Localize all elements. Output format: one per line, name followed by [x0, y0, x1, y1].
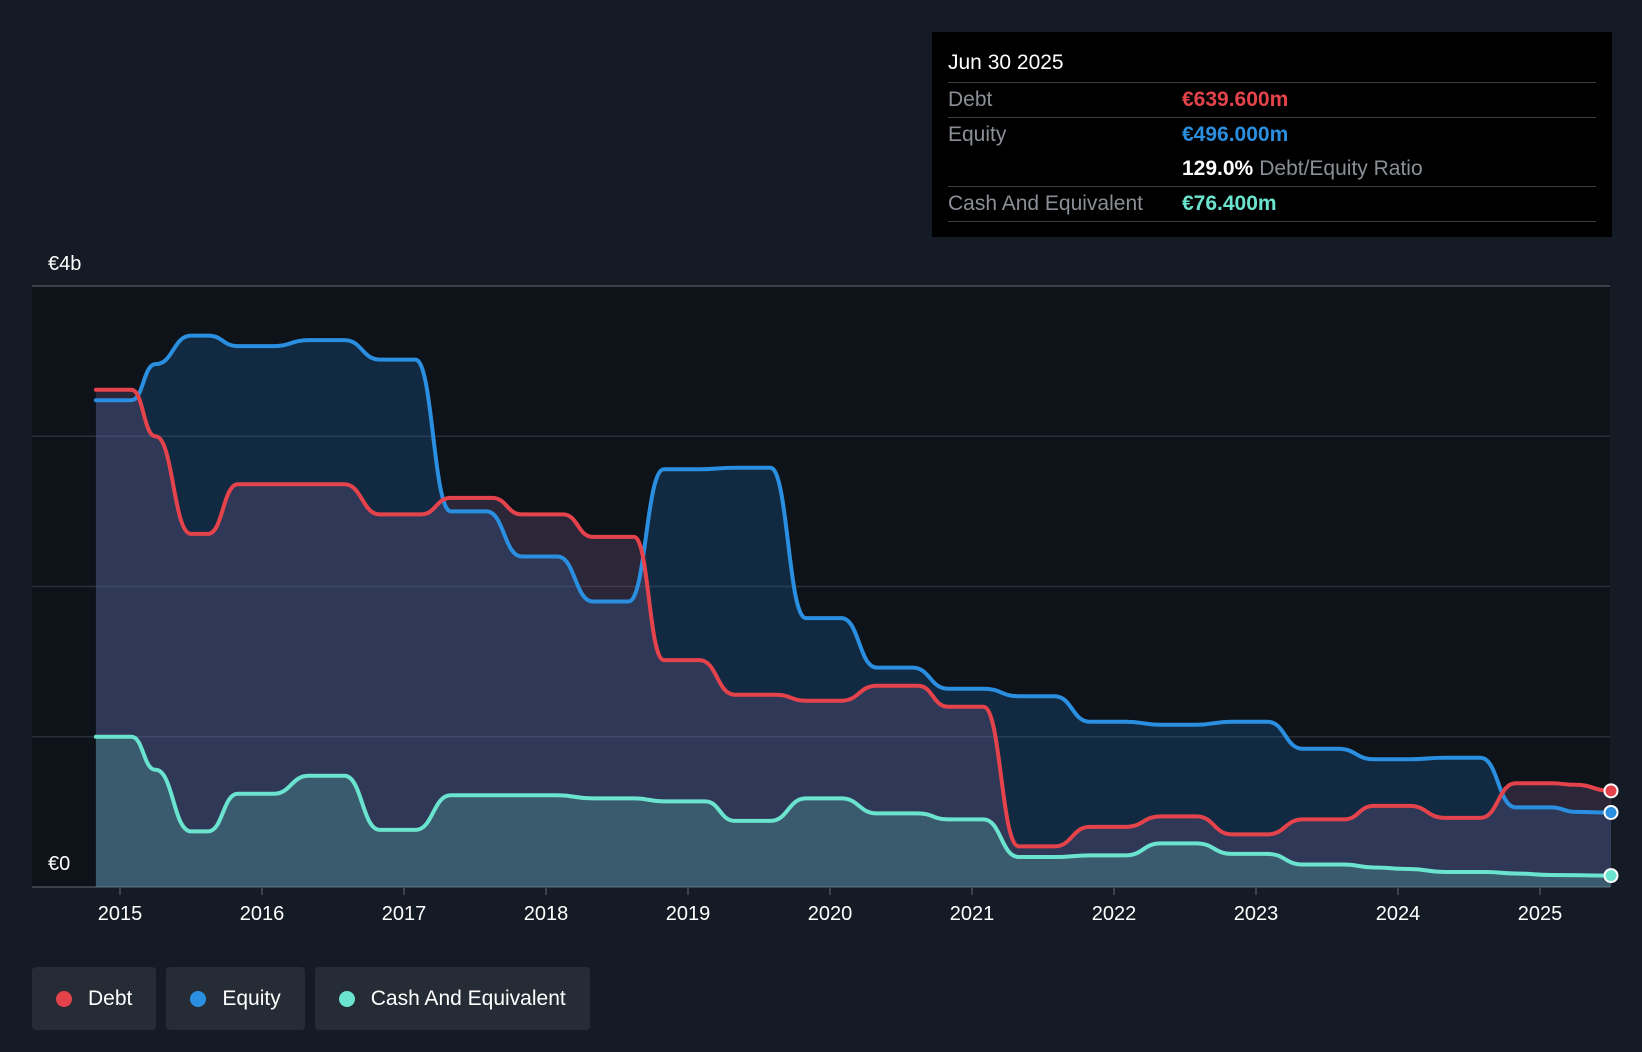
tooltip-equity-label: Equity: [948, 123, 1007, 146]
x-tick-label: 2018: [524, 903, 569, 925]
legend-item-equity[interactable]: Equity: [166, 967, 305, 1030]
tooltip-ratio-row: 129.0% Debt/Equity Ratio: [948, 152, 1596, 187]
tooltip-equity-value: €496.000m: [1182, 123, 1289, 146]
legend-item-cash[interactable]: Cash And Equivalent: [314, 967, 590, 1030]
tooltip-cash-value: €76.400m: [1182, 192, 1277, 215]
legend-label-debt: Debt: [88, 986, 133, 1010]
legend-label-equity: Equity: [222, 986, 281, 1010]
x-tick-label: 2019: [666, 903, 711, 925]
tooltip-debt-row: Debt €639.600m: [948, 83, 1596, 118]
legend-label-cash: Cash And Equivalent: [370, 986, 566, 1010]
data-tooltip: Jun 30 2025 Debt €639.600m Equity €496.0…: [932, 32, 1612, 237]
x-tick-label: 2016: [240, 903, 285, 925]
cash-endpoint[interactable]: [1603, 868, 1619, 884]
x-tick-label: 2015: [98, 903, 143, 925]
tooltip-date: Jun 30 2025: [948, 46, 1596, 83]
tooltip-debt-label: Debt: [948, 88, 993, 111]
debt-dot-icon: [56, 990, 72, 1007]
x-tick-label: 2024: [1376, 903, 1421, 925]
debt-endpoint[interactable]: [1603, 783, 1619, 799]
x-tick-label: 2023: [1234, 903, 1279, 925]
x-tick-label: 2020: [808, 903, 853, 925]
y-axis-min-label: €0: [48, 853, 70, 875]
series-endpoints: [1603, 783, 1619, 884]
x-tick-label: 2025: [1518, 903, 1563, 925]
x-tick-label: 2017: [382, 903, 427, 925]
x-tick-label: 2021: [950, 903, 995, 925]
debt-area: [95, 389, 1611, 887]
equity-endpoint[interactable]: [1603, 804, 1619, 820]
tooltip-debt-value: €639.600m: [1182, 88, 1289, 111]
tooltip-ratio-value: 129.0%: [1182, 157, 1254, 180]
chart-legend: Debt Equity Cash And Equivalent: [32, 967, 600, 1030]
series-areas: [95, 335, 1611, 888]
x-axis: 2015 2016 2017 2018 2019 2020 2021 2022 2023 2024…: [98, 887, 1563, 925]
x-tick-label: 2022: [1092, 903, 1137, 925]
gridlines: [32, 285, 1610, 888]
y-axis-max-label: €4b: [48, 253, 81, 275]
equity-dot-icon: [190, 990, 207, 1007]
cash-dot-icon: [338, 990, 355, 1007]
tooltip-equity-row: Equity €496.000m: [948, 118, 1596, 152]
equity-line: [93, 333, 1613, 815]
series-lines: [93, 333, 1613, 878]
tooltip-cash-row: Cash And Equivalent €76.400m: [948, 187, 1596, 222]
legend-item-debt[interactable]: Debt: [32, 967, 157, 1030]
cash-line: [93, 734, 1613, 878]
tooltip-ratio-label: Debt/Equity Ratio: [1259, 157, 1423, 180]
tooltip-cash-label: Cash And Equivalent: [948, 192, 1143, 215]
equity-area: [95, 335, 1611, 888]
debt-line: [93, 387, 1613, 849]
cash-area: [95, 736, 1611, 887]
